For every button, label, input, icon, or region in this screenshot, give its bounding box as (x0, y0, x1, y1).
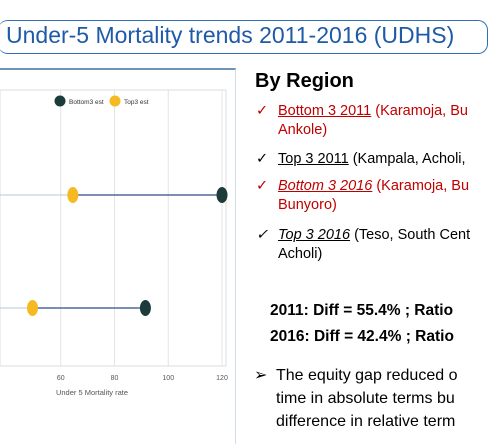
item-continuation: Ankole) (278, 122, 328, 138)
x-tick-label: 120 (216, 375, 228, 382)
item-label: Bottom 3 2011 (278, 103, 372, 119)
top3-point (27, 300, 39, 316)
check-icon: ✓ (256, 178, 269, 194)
region-panel: By Region ✓ Bottom 3 2011 (Karamoja, Bu A… (244, 70, 500, 444)
x-tick-label: 80 (111, 375, 119, 382)
slide-title: Under-5 Mortality trends 2011-2016 (UDHS… (6, 22, 455, 48)
chart-panel: 60 80 100 120 Under 5 Mortality rate Bottom3 … (0, 68, 236, 444)
item-bottom3-2011: ✓ Bottom 3 2011 (Karamoja, Bu Ankole) (256, 102, 468, 140)
item-continuation: Acholi) (278, 246, 323, 262)
arrow-bullet-icon: ➢ (254, 367, 268, 384)
plot-area (0, 89, 227, 367)
bullet-line-3: difference in relative term (276, 413, 456, 430)
item-detail: (Teso, South Cent (350, 227, 471, 243)
item-bottom3-2016: ✓ Bottom 3 2016 (Karamoja, Bu Bunyoro) (256, 177, 469, 215)
item-label: Bottom 3 2016 (278, 178, 373, 194)
item-top3-2016: ✓ Top 3 2016 (Teso, South Cent Acholi) (256, 226, 470, 264)
item-detail: (Karamoja, Bu (372, 178, 470, 194)
stat-2011: 2011: Diff = 55.4% ; Ratio (270, 302, 454, 319)
item-label: Top 3 2016 (278, 227, 351, 243)
check-icon: ✓ (256, 103, 269, 119)
item-continuation: Bunyoro) (278, 197, 337, 213)
legend-label: Bottom3 est (69, 99, 104, 106)
check-icon: ✓ (256, 227, 269, 243)
bullet-line-2: time in absolute terms bu (276, 390, 455, 407)
stat-2016: 2016: Diff = 42.4% ; Ratio (270, 328, 454, 345)
bottom3-point (216, 187, 228, 203)
bottom3-point (139, 300, 151, 316)
title-frame (0, 20, 488, 54)
legend-marker (109, 95, 121, 107)
conclusion-bullet: ➢ The equity gap reduced o time in absolu… (254, 364, 457, 433)
top3-point (67, 187, 79, 203)
check-icon: ✓ (256, 151, 269, 167)
x-axis-label: Under 5 Mortality rate (56, 388, 128, 397)
x-tick-label: 100 (162, 375, 174, 382)
dumbbell-chart: 60 80 100 120 Under 5 Mortality rate Bottom3 … (0, 89, 228, 397)
legend-label: Top3 est (124, 99, 149, 106)
bullet-line-1: The equity gap reduced o (276, 367, 458, 384)
x-tick-label: 60 (57, 375, 65, 382)
legend-marker (54, 95, 66, 107)
section-heading: By Region (255, 70, 354, 92)
item-detail: (Karamoja, Bu (371, 103, 468, 119)
item-detail: (Kampala, Acholi, (348, 151, 466, 167)
item-label: Top 3 2011 (278, 151, 349, 167)
item-top3-2011: ✓ Top 3 2011 (Kampala, Acholi, (256, 150, 466, 169)
